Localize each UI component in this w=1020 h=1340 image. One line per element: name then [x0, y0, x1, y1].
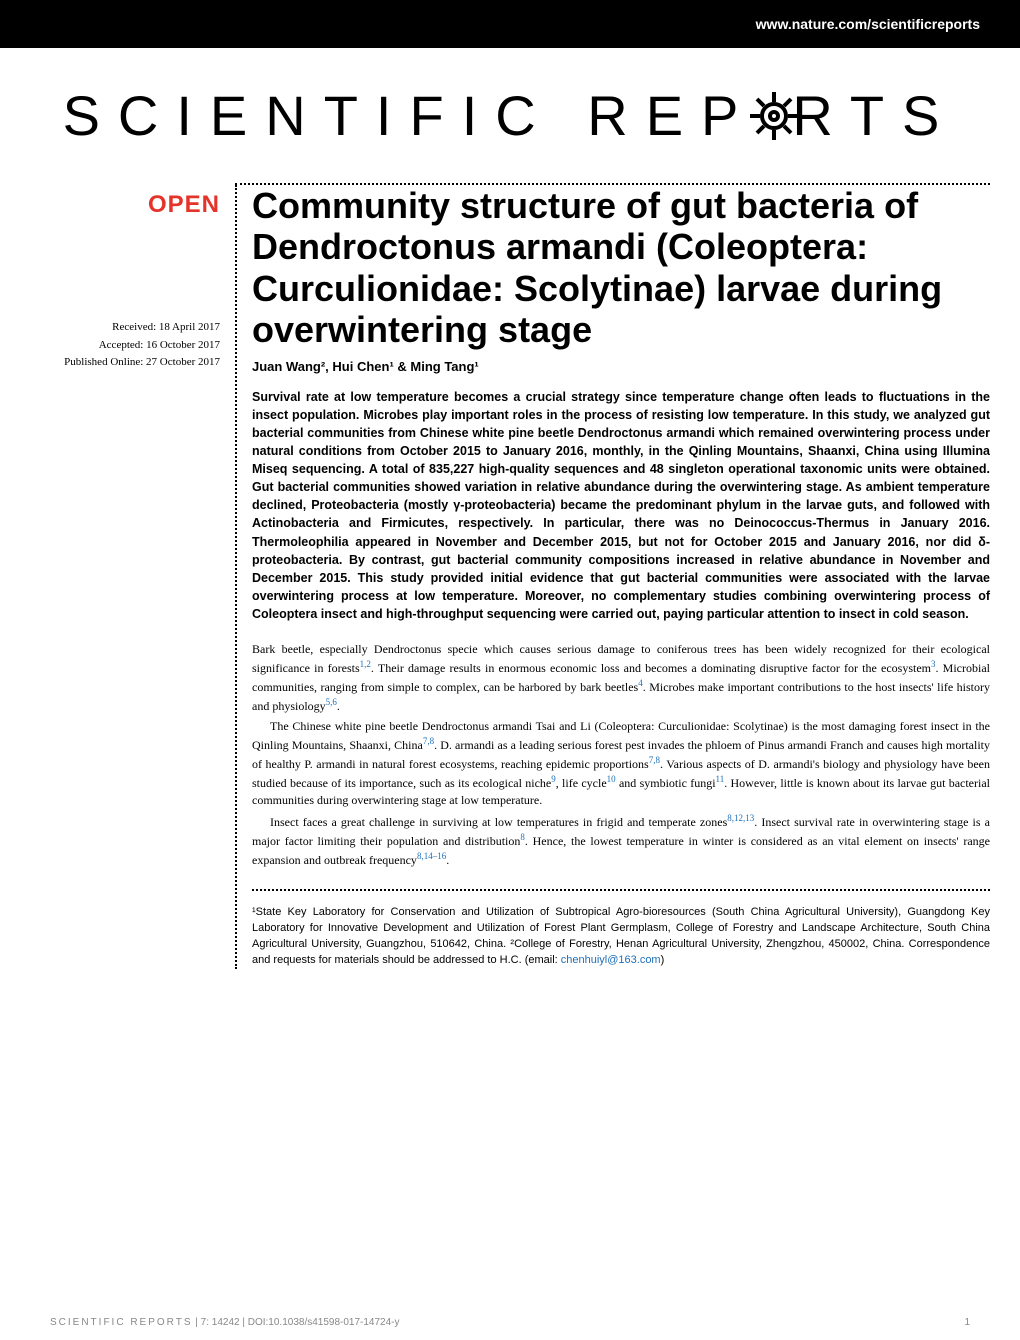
ref-link[interactable]: 8,14–16: [417, 851, 446, 861]
journal-logo: SCIENTIFIC REPRTS: [0, 88, 1020, 153]
right-column: Community structure of gut bacteria of D…: [235, 185, 990, 969]
affiliations: ¹State Key Laboratory for Conservation a…: [252, 889, 990, 969]
article-dates: Received: 18 April 2017 Accepted: 16 Oct…: [50, 319, 220, 372]
ref-link[interactable]: 11: [716, 774, 725, 784]
journal-url[interactable]: www.nature.com/scientificreports: [756, 16, 980, 32]
accepted-date: Accepted: 16 October 2017: [50, 337, 220, 355]
published-date: Published Online: 27 October 2017: [50, 354, 220, 372]
ref-link[interactable]: 1,2: [360, 659, 371, 669]
footer-citation: SCIENTIFIC REPORTS | 7: 14242 | DOI:10.1…: [50, 1317, 400, 1328]
left-column: OPEN Received: 18 April 2017 Accepted: 1…: [50, 185, 235, 969]
received-date: Received: 18 April 2017: [50, 319, 220, 337]
body-paragraph-3: Insect faces a great challenge in surviv…: [252, 812, 990, 868]
footer: SCIENTIFIC REPORTS | 7: 14242 | DOI:10.1…: [0, 1317, 1020, 1328]
logo-part2: REP: [587, 84, 756, 147]
ref-link[interactable]: 7,8: [649, 755, 660, 765]
content: OPEN Received: 18 April 2017 Accepted: 1…: [0, 185, 1020, 969]
ref-link[interactable]: 7,8: [423, 736, 434, 746]
ref-link[interactable]: 10: [607, 774, 616, 784]
logo-part3: RTS: [792, 84, 957, 147]
header-bar: www.nature.com/scientificreports: [0, 0, 1020, 48]
ref-link[interactable]: 5,6: [326, 697, 337, 707]
body-paragraph-1: Bark beetle, especially Dendroctonus spe…: [252, 641, 990, 714]
corresponding-email[interactable]: chenhuiyl@163.com: [561, 954, 661, 966]
article-title: Community structure of gut bacteria of D…: [252, 185, 990, 351]
page-number: 1: [964, 1317, 970, 1328]
body-paragraph-2: The Chinese white pine beetle Dendrocton…: [252, 718, 990, 808]
authors: Juan Wang², Hui Chen¹ & Ming Tang¹: [252, 359, 990, 374]
open-access-badge: OPEN: [50, 191, 220, 219]
logo-part1: SCIENTIFIC: [63, 84, 554, 147]
abstract: Survival rate at low temperature becomes…: [252, 388, 990, 624]
ref-link[interactable]: 8,12,13: [727, 813, 754, 823]
